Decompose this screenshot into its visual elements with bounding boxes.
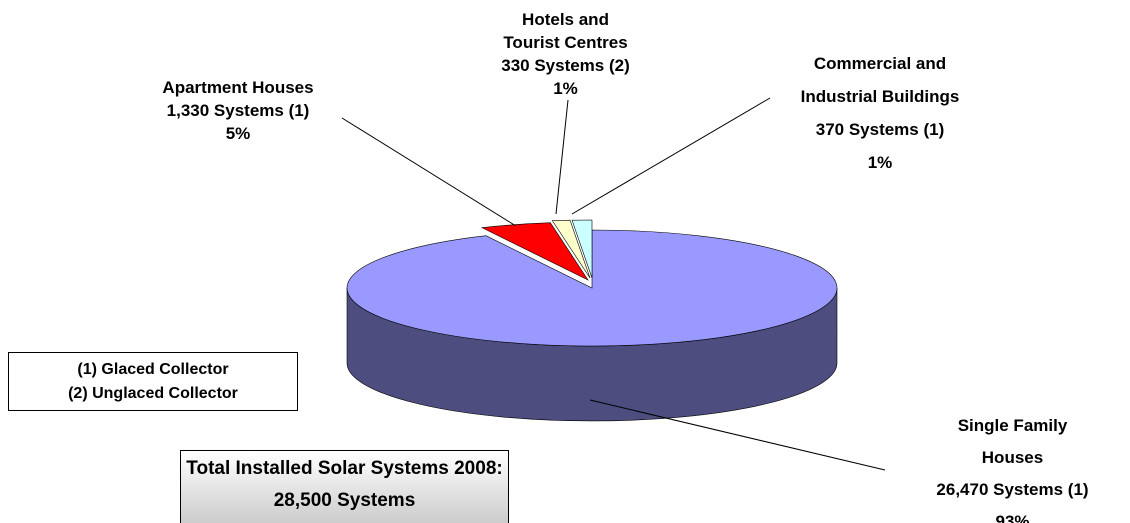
- label-cat: Apartment Houses: [162, 78, 314, 97]
- leader-line: [555, 99, 569, 215]
- label-cat: Hotels and Tourist Centres: [503, 10, 628, 52]
- legend-item: (2) Unglaced Collector: [68, 385, 238, 402]
- total-text: 28,500 Systems: [273, 490, 416, 511]
- label-cat: Single Family Houses: [957, 416, 1068, 467]
- slice-label: Single Family Houses 26,470 Systems (1) 93…: [925, 410, 1100, 523]
- slice: [551, 219, 591, 279]
- slice-label: Hotels and Tourist Centres 330 Systems (2…: [493, 8, 638, 100]
- slice: [571, 219, 593, 279]
- label-share: 93%: [995, 512, 1030, 523]
- leader-line: [571, 97, 771, 215]
- label-val: 330 Systems (2): [501, 56, 630, 75]
- legend-item: (1) Glaced Collector: [77, 361, 229, 378]
- label-share: 1%: [553, 79, 578, 98]
- leader-line: [341, 117, 517, 227]
- leader-line: [589, 399, 886, 471]
- label-share: 1%: [867, 153, 893, 172]
- slice: [346, 229, 838, 347]
- label-share: 5%: [225, 124, 251, 143]
- label-cat: Commercial and Industrial Buildings: [800, 54, 960, 106]
- label-val: 26,470 Systems (1): [936, 480, 1089, 499]
- slice-label: Commercial and Industrial Buildings 370 S…: [780, 47, 980, 179]
- label-val: 370 Systems (1): [815, 120, 945, 139]
- total-box: Total Installed Solar Systems 2008: 28,5…: [180, 450, 509, 523]
- total-text: Total Installed Solar Systems 2008:: [186, 458, 503, 479]
- legend: (1) Glaced Collector (2) Unglaced Collec…: [8, 352, 298, 411]
- slice-label: Apartment Houses 1,330 Systems (1) 5%: [128, 76, 348, 145]
- label-val: 1,330 Systems (1): [166, 101, 310, 120]
- slice: [480, 222, 589, 281]
